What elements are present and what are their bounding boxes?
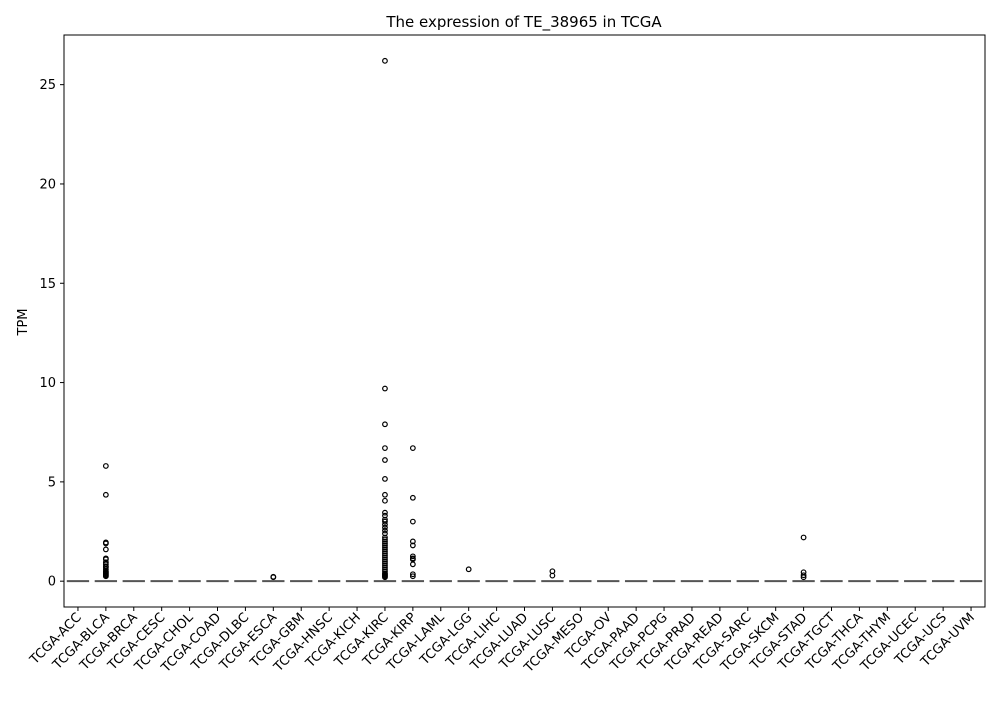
chart-title: The expression of TE_38965 in TCGA	[385, 13, 662, 32]
outlier-point	[382, 564, 388, 571]
outlier-point	[382, 538, 388, 545]
outlier-point	[382, 509, 388, 516]
outlier-point	[382, 548, 388, 555]
outlier-point	[382, 554, 388, 561]
outlier-point	[382, 560, 388, 567]
outlier-point	[382, 562, 388, 569]
outlier-point	[382, 527, 388, 534]
outlier-point	[409, 538, 416, 545]
y-tick-label: 0	[48, 575, 56, 590]
outlier-point	[102, 491, 109, 498]
outlier-point	[382, 445, 388, 452]
outlier-point	[382, 542, 388, 549]
y-axis-ticks: 0 5 10 15 20 25	[39, 78, 64, 590]
outlier-point	[409, 494, 416, 501]
outlier-point	[409, 573, 416, 580]
outlier-point	[102, 463, 109, 469]
plot-frame	[63, 34, 986, 608]
outlier-point	[102, 546, 109, 553]
outlier-point	[382, 550, 388, 557]
outlier-point	[382, 457, 388, 463]
outlier-point	[382, 512, 388, 519]
outlier-point	[409, 445, 416, 452]
outlier-point	[409, 518, 416, 525]
y-tick-label: 25	[39, 78, 56, 93]
outlier-point	[382, 546, 388, 553]
outlier-point	[382, 421, 388, 428]
outlier-point	[382, 540, 388, 547]
outlier-point	[382, 552, 388, 559]
outlier-point	[409, 561, 416, 568]
outlier-point	[382, 530, 388, 537]
outlier-point	[800, 572, 807, 579]
outlier-point	[382, 497, 388, 504]
outlier-point	[382, 558, 388, 565]
outlier-point	[409, 542, 416, 549]
outlier-point	[382, 475, 388, 482]
outlier-point	[270, 574, 277, 581]
outlier-point	[382, 491, 388, 498]
outlier-point	[382, 556, 388, 563]
y-tick-label: 20	[39, 177, 56, 192]
outlier-point	[549, 572, 556, 579]
y-tick-label: 5	[48, 475, 56, 490]
outlier-point	[382, 534, 388, 541]
outlier-point	[382, 57, 388, 64]
x-axis-ticks: TCGA-ACCTCGA-BLCATCGA-BRCATCGA-CESCTCGA-…	[27, 607, 978, 676]
y-tick-label: 15	[39, 277, 56, 292]
outlier-point	[382, 536, 388, 543]
outlier-point	[800, 574, 807, 581]
outlier-point	[409, 553, 416, 560]
outlier-point	[382, 574, 388, 581]
outlier-point	[102, 540, 109, 547]
outlier-point	[465, 566, 472, 573]
outlier-point	[409, 571, 416, 578]
y-axis-label: TPM	[16, 309, 31, 337]
y-tick-label: 10	[39, 376, 56, 391]
outlier-points	[102, 57, 807, 581]
outlier-point	[382, 521, 388, 528]
outlier-point	[382, 385, 388, 392]
outlier-point	[382, 544, 388, 551]
outlier-point	[382, 518, 388, 525]
outlier-point	[800, 534, 807, 541]
outlier-point	[382, 524, 388, 531]
outlier-point	[102, 573, 109, 580]
